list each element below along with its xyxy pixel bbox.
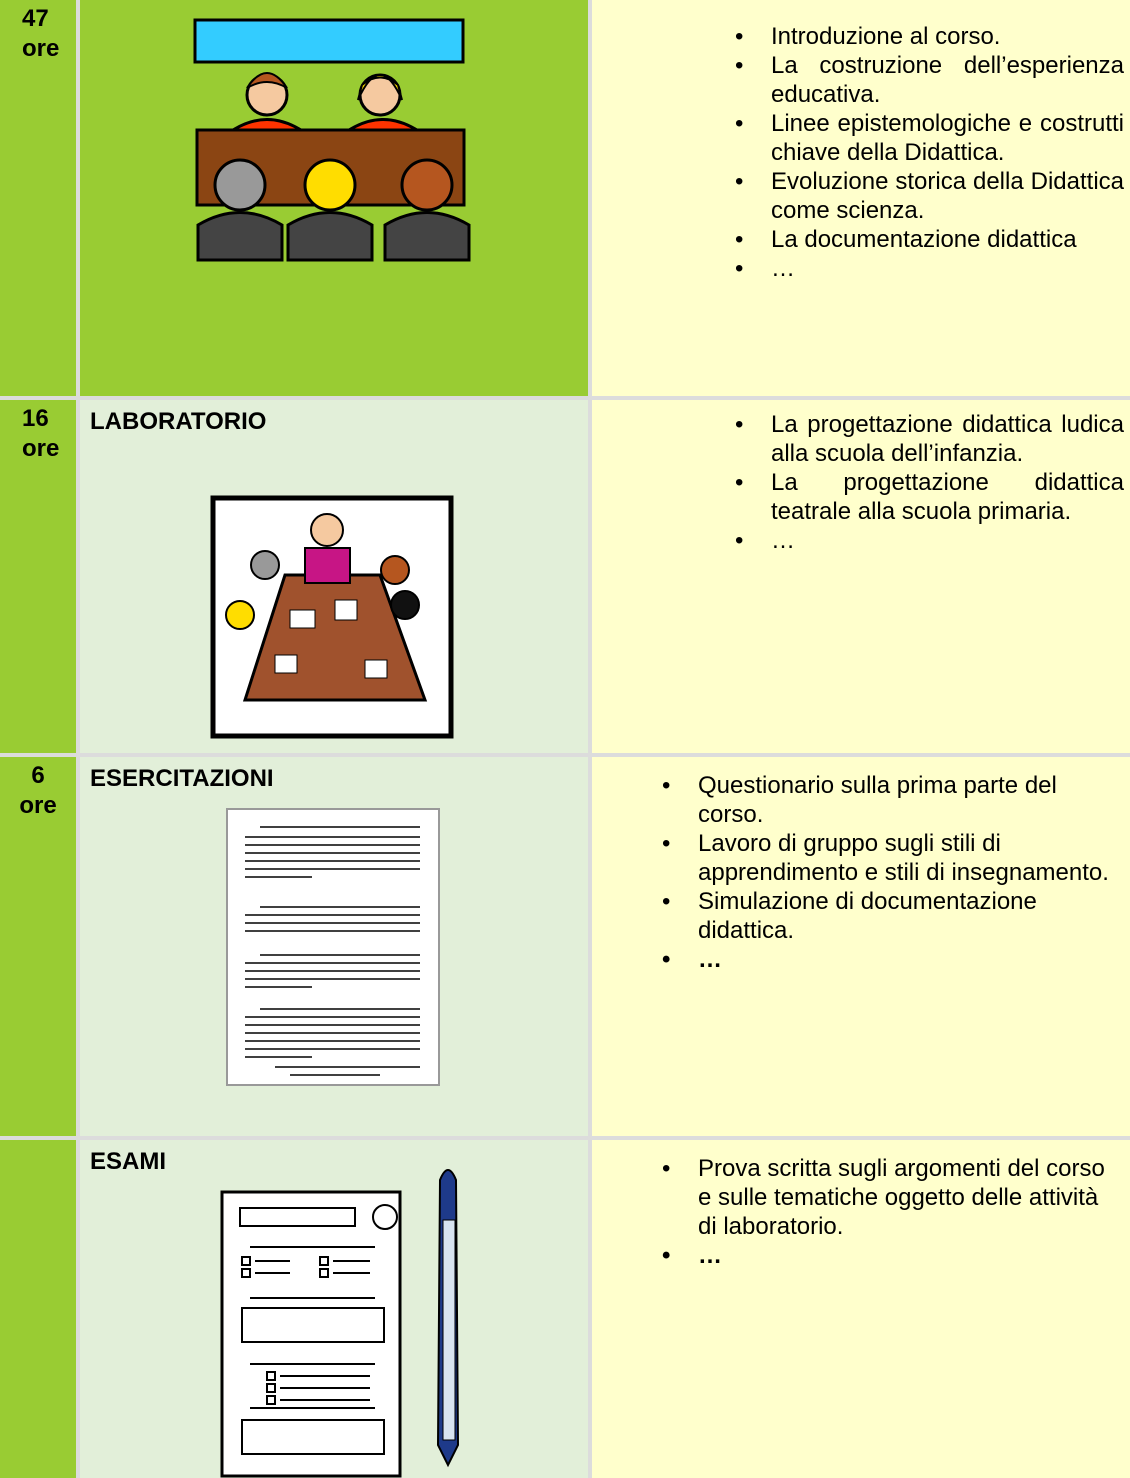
topic-item: Linee epistemologiche e costrutti chiave… [735,109,1124,167]
topic-item: Introduzione al corso. [735,22,1124,51]
image-cell: ESAMI [80,1140,588,1478]
topic-item: … [735,526,1124,555]
topic-item: La progettazione didattica teatrale alla… [735,468,1124,526]
topic-item: Lavoro di gruppo sugli stili di apprendi… [662,829,1118,887]
hours-cell: 47 ore [0,0,76,396]
topic-list: Prova scritta sugli argomenti del corso … [662,1154,1118,1270]
content-cell: La progettazione didattica ludica alla s… [592,400,1130,753]
exam-illustration [220,1169,460,1478]
topic-item: La documentazione didattica [735,225,1124,254]
topic-item: … [662,1241,1118,1270]
workshop-illustration [210,495,454,739]
topic-item: La costruzione dell’esperienza educativa… [735,51,1124,109]
hours-number: 16 [22,405,49,432]
topic-item: La progettazione didattica ludica alla s… [735,410,1124,468]
document-illustration [226,808,440,1086]
hours-unit: ore [19,792,57,819]
image-cell [80,0,588,396]
hours-number: 6 [31,762,45,789]
section-title: ESERCITAZIONI [90,765,274,792]
hours-unit: ore [22,35,60,62]
content-cell: Questionario sulla prima parte del corso… [592,757,1130,1136]
image-cell: ESERCITAZIONI [80,757,588,1136]
hours-cell [0,1140,76,1478]
hours: 16 ore [22,404,98,464]
hours-cell: 16 ore [0,400,76,753]
lecture-illustration [193,18,471,262]
content-cell: Prova scritta sugli argomenti del corso … [592,1140,1130,1478]
topic-item: Evoluzione storica della Didattica come … [735,167,1124,225]
hours-number: 47 [22,5,49,32]
hours: 6 ore [0,761,76,821]
hours: 47 ore [22,4,98,64]
section-title: ESAMI [90,1148,167,1175]
topic-item: Prova scritta sugli argomenti del corso … [662,1154,1118,1241]
section-title: LABORATORIO [90,408,267,435]
topic-list: La progettazione didattica ludica alla s… [735,410,1124,555]
topic-item: … [735,254,1124,283]
hours-unit: ore [22,435,60,462]
content-cell: Introduzione al corso.La costruzione del… [592,0,1130,396]
topic-item: Questionario sulla prima parte del corso… [662,771,1118,829]
topic-item: … [662,945,1118,974]
topic-list: Questionario sulla prima parte del corso… [662,771,1118,974]
topic-list: Introduzione al corso.La costruzione del… [735,22,1124,283]
image-cell: LABORATORIO [80,400,588,753]
hours-cell: 6 ore [0,757,76,1136]
topic-item: Simulazione di documentazione didattica. [662,887,1118,945]
